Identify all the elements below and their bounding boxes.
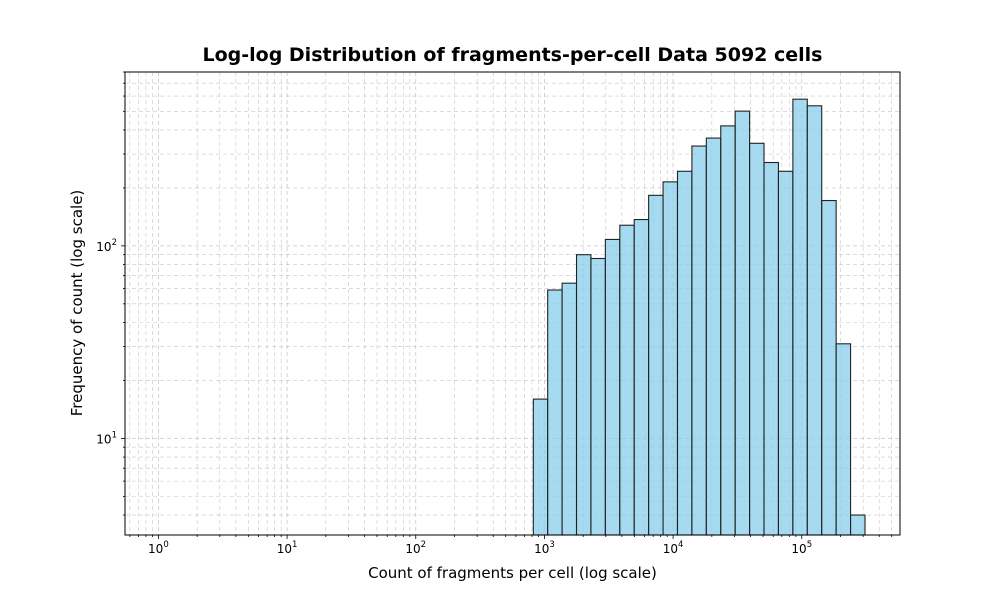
histogram-bar: [604, 238, 621, 536]
histogram-bar: [763, 161, 780, 536]
x-axis-label: Count of fragments per cell (log scale): [368, 564, 657, 582]
x-tick-label: 102: [405, 540, 426, 556]
histogram-bar: [720, 125, 736, 536]
histogram-bar: [806, 105, 823, 536]
histogram-bar: [705, 137, 722, 536]
histogram-bar: [821, 199, 837, 536]
histogram-bar: [590, 257, 606, 536]
x-tick-label: 104: [663, 540, 684, 556]
histogram-bar: [575, 254, 592, 536]
histogram-bar: [691, 145, 707, 536]
histogram-bar: [561, 282, 578, 536]
x-tick-label: 101: [277, 540, 298, 556]
histogram-bar: [777, 170, 794, 536]
histogram-bar: [547, 289, 563, 536]
y-axis-label: Frequency of count (log scale): [68, 189, 86, 417]
histogram-bar: [850, 514, 866, 536]
y-tick-label: 102: [96, 238, 117, 254]
histogram-bar: [662, 181, 679, 536]
histogram-bar: [749, 142, 765, 536]
x-tick-label: 100: [148, 540, 169, 556]
histogram-bar: [835, 343, 852, 536]
histogram-bar: [792, 98, 808, 536]
chart-title: Log-log Distribution of fragments-per-ce…: [202, 44, 823, 66]
x-tick-label: 105: [791, 540, 812, 556]
histogram-bar: [633, 219, 650, 536]
histogram-bar: [648, 194, 664, 536]
histogram-bar: [676, 170, 693, 536]
histogram-bar: [619, 224, 635, 536]
x-tick-label: 103: [534, 540, 555, 556]
histogram-bar: [734, 110, 751, 536]
histogram-bar: [532, 398, 549, 536]
y-tick-label: 101: [96, 430, 117, 446]
